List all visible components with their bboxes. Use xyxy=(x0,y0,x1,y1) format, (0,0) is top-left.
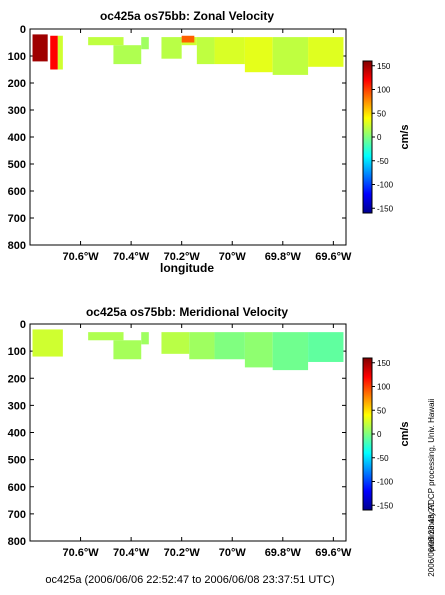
meridional-y-ticks: 0 100 200 300 400 500 600 700 800 xyxy=(8,319,346,548)
meridional-x-tick-label: 70.4°W xyxy=(113,547,150,559)
meridional-x-tick-label: 69.8°W xyxy=(265,547,302,559)
meridional-y-tick-label: 400 xyxy=(8,428,26,440)
zonal-velocity-cells xyxy=(32,34,344,75)
meridional-cell xyxy=(189,332,215,360)
zonal-colorbar-tick-label: -50 xyxy=(377,157,389,166)
zonal-cell xyxy=(196,37,215,65)
zonal-cell xyxy=(308,37,344,67)
meridional-x-ticks: 70.6°W 70.4°W 70.2°W 70°W 69.8°W 69.6°W xyxy=(62,324,352,559)
zonal-y-tick-label: 100 xyxy=(8,51,26,63)
zonal-y-tick-label: 0 xyxy=(20,24,26,36)
meridional-colorbar-tick-label: 0 xyxy=(377,430,382,439)
meridional-velocity-cells xyxy=(32,329,344,371)
meridional-cell xyxy=(32,329,63,357)
meridional-y-tick-label: 600 xyxy=(8,482,26,494)
meridional-chart-title: oc425a os75bb: Meridional Velocity xyxy=(86,305,288,319)
meridional-colorbar-tick-label: 50 xyxy=(377,406,386,415)
meridional-x-tick-label: 70°W xyxy=(219,547,247,559)
zonal-cell xyxy=(161,37,182,59)
processing-note: preliminary ADCP processing, Univ. Hawai… xyxy=(427,399,436,551)
meridional-x-tick-label: 69.6°W xyxy=(315,547,352,559)
meridional-cell xyxy=(113,340,142,360)
zonal-colorbar-tick-label: 50 xyxy=(377,109,386,118)
meridional-x-tick-label: 70.2°W xyxy=(164,547,201,559)
footer-time-range: oc425a (2006/06/06 22:52:47 to 2006/06/0… xyxy=(45,574,334,586)
zonal-cell xyxy=(32,34,48,62)
zonal-colorbar-tick-label: -100 xyxy=(377,181,394,190)
meridional-y-tick-label: 100 xyxy=(8,346,26,358)
meridional-colorbar-tick-label: 150 xyxy=(377,359,391,368)
zonal-x-tick-label: 70.2°W xyxy=(164,251,201,263)
meridional-y-tick-label: 200 xyxy=(8,373,26,385)
zonal-x-tick-label: 70°W xyxy=(219,251,247,263)
meridional-colorbar-tick-label: -100 xyxy=(377,478,394,487)
meridional-y-tick-label: 0 xyxy=(20,319,26,331)
meridional-cell xyxy=(141,332,149,345)
zonal-cell xyxy=(181,35,195,43)
meridional-colorbar-tick-label: 100 xyxy=(377,383,391,392)
meridional-cell xyxy=(161,332,190,354)
meridional-cell xyxy=(308,332,344,362)
zonal-x-tick-label: 70.6°W xyxy=(62,251,99,263)
zonal-cell xyxy=(272,37,309,75)
zonal-y-tick-label: 800 xyxy=(8,240,26,252)
meridional-velocity-panel: oc425a os75bb: Meridional Velocity 0 100 2… xyxy=(8,305,411,559)
zonal-cell xyxy=(57,35,63,70)
zonal-y-ticks: 0 100 200 300 400 500 600 700 800 xyxy=(8,24,346,252)
meridional-y-tick-label: 700 xyxy=(8,509,26,521)
meridional-cell xyxy=(88,332,124,341)
zonal-cell xyxy=(141,37,149,50)
processing-date: 2006/06/08 23:43:27 xyxy=(427,503,436,577)
zonal-y-tick-label: 200 xyxy=(8,78,26,90)
zonal-colorbar-gradient xyxy=(362,60,373,214)
zonal-x-tick-label: 69.6°W xyxy=(315,251,352,263)
zonal-y-tick-label: 700 xyxy=(8,213,26,225)
meridional-cell xyxy=(214,332,245,360)
zonal-colorbar-tick-label: 100 xyxy=(377,86,391,95)
zonal-cell xyxy=(214,37,245,65)
zonal-y-tick-label: 600 xyxy=(8,186,26,198)
meridional-y-tick-label: 300 xyxy=(8,400,26,412)
zonal-cell xyxy=(50,35,58,70)
zonal-colorbar-label: cm/s xyxy=(399,124,411,149)
meridional-x-tick-label: 70.6°W xyxy=(62,547,99,559)
zonal-chart-title: oc425a os75bb: Zonal Velocity xyxy=(100,9,274,23)
meridional-colorbar-tick-label: -50 xyxy=(377,454,389,463)
zonal-velocity-panel: oc425a os75bb: Zonal Velocity 0 100 200 300… xyxy=(8,9,411,275)
meridional-plot-frame xyxy=(29,323,347,542)
zonal-y-tick-label: 300 xyxy=(8,105,26,117)
zonal-cell xyxy=(88,37,124,46)
zonal-x-axis-label: longitude xyxy=(160,261,214,275)
zonal-plot-frame xyxy=(29,28,347,246)
zonal-colorbar-tick-label: 150 xyxy=(377,62,391,71)
zonal-colorbar: 150 100 50 0 -50 -100 -150 cm/s xyxy=(362,60,411,214)
zonal-colorbar-tick-label: 0 xyxy=(377,133,382,142)
meridional-colorbar-gradient xyxy=(362,357,373,511)
zonal-x-ticks: 70.6°W 70.4°W 70.2°W 70°W 69.8°W 69.6°W xyxy=(62,29,352,263)
meridional-cell xyxy=(272,332,309,371)
zonal-cell xyxy=(244,37,273,73)
zonal-x-tick-label: 69.8°W xyxy=(265,251,302,263)
meridional-y-tick-label: 500 xyxy=(8,455,26,467)
meridional-colorbar-tick-label: -150 xyxy=(377,501,394,510)
meridional-colorbar: 150 100 50 0 -50 -100 -150 cm/s xyxy=(362,357,411,511)
meridional-y-tick-label: 800 xyxy=(8,536,26,548)
zonal-y-tick-label: 500 xyxy=(8,159,26,171)
meridional-cell xyxy=(244,332,273,368)
zonal-colorbar-tick-label: -150 xyxy=(377,204,394,213)
meridional-colorbar-label: cm/s xyxy=(399,421,411,446)
zonal-y-tick-label: 400 xyxy=(8,132,26,144)
zonal-x-tick-label: 70.4°W xyxy=(113,251,150,263)
zonal-cell xyxy=(113,45,142,65)
